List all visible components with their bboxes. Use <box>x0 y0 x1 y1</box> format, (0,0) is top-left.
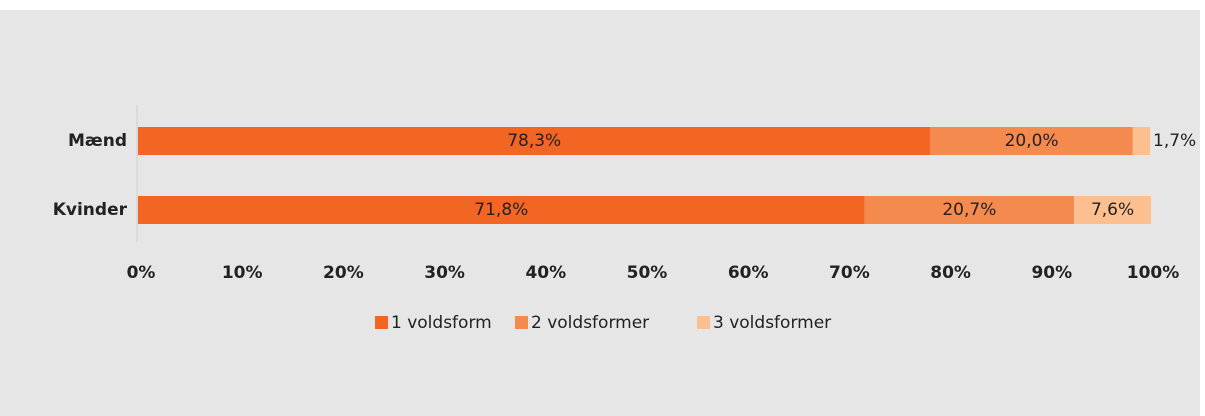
category-label: Mænd <box>68 131 127 151</box>
legend-swatch <box>375 316 388 329</box>
legend-swatch <box>697 316 710 329</box>
x-tick-label: 30% <box>424 263 465 283</box>
bar-segment <box>1074 196 1152 224</box>
value-label: 78,3% <box>507 131 561 151</box>
x-tick-label: 10% <box>222 263 263 283</box>
x-tick-label: 20% <box>323 263 364 283</box>
bar-segment <box>1132 127 1150 155</box>
x-tick-label: 70% <box>829 263 870 283</box>
x-tick-label: 50% <box>627 263 668 283</box>
x-tick-label: 90% <box>1031 263 1072 283</box>
category-label: Kvinder <box>53 200 128 220</box>
x-tick-label: 0% <box>127 263 156 283</box>
value-label: 20,0% <box>1005 131 1059 151</box>
x-tick-label: 60% <box>728 263 769 283</box>
value-label: 7,6% <box>1091 200 1134 220</box>
x-tick-label: 40% <box>525 263 566 283</box>
value-label: 71,8% <box>474 200 528 220</box>
x-tick-label: 100% <box>1127 263 1180 283</box>
value-label: 1,7% <box>1153 131 1196 151</box>
bar-segment <box>138 127 931 155</box>
bar-segment <box>864 196 1075 224</box>
bar-segment <box>930 127 1133 155</box>
x-tick-label: 80% <box>930 263 971 283</box>
legend-swatch <box>515 316 528 329</box>
legend-label: 2 voldsformer <box>531 313 649 333</box>
legend-label: 3 voldsformer <box>713 313 831 333</box>
value-label: 20,7% <box>942 200 996 220</box>
legend-label: 1 voldsform <box>391 313 492 333</box>
bar-segment <box>138 196 865 224</box>
